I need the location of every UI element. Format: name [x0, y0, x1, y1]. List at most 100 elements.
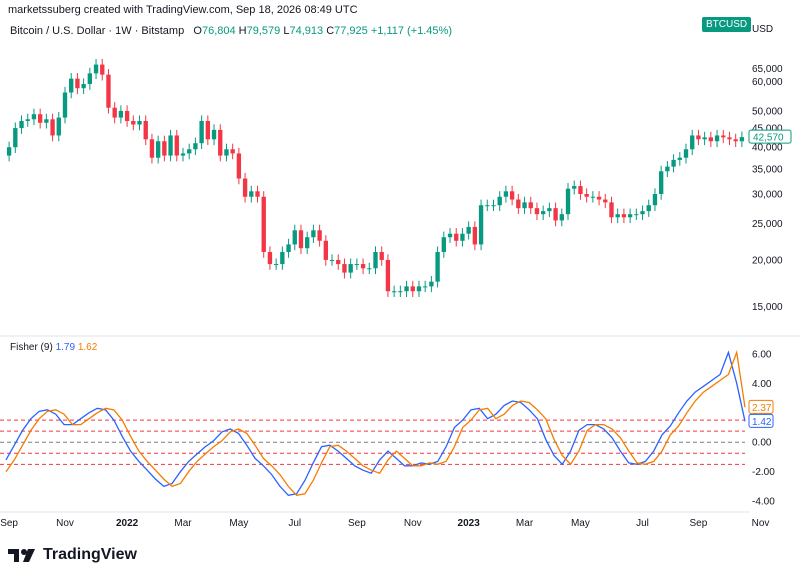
candle [137, 120, 142, 125]
fisher-tick-label: 6.00 [752, 349, 772, 360]
candle [75, 78, 80, 89]
candle [379, 252, 384, 260]
candle [323, 240, 328, 260]
candle [267, 252, 273, 265]
candle [298, 230, 304, 249]
time-tick-label: Sep [690, 518, 708, 529]
candle [342, 264, 347, 273]
candle [193, 143, 198, 150]
candle [596, 196, 602, 200]
time-tick-label: May [229, 518, 248, 529]
fisher-levels [0, 419, 745, 465]
candle [187, 149, 192, 154]
candle [696, 135, 701, 140]
last-price-badge [748, 129, 792, 144]
fisher-value: 1.79 [55, 342, 76, 353]
time-tick-label: 2023 [458, 518, 481, 529]
currency-label[interactable]: USD [752, 24, 774, 35]
time-axis: Sep Nov 2022 Mar May Jul Sep Nov 2023 Mar May Jul Se… [0, 518, 769, 529]
candle [398, 291, 403, 293]
time-tick-label: Jul [288, 518, 301, 529]
candle [255, 191, 260, 197]
candle [603, 199, 608, 203]
time-tick-label: May [571, 518, 590, 529]
candle [435, 252, 440, 282]
candle [124, 110, 130, 121]
tradingview-logo[interactable]: TradingView [8, 546, 137, 564]
candle [714, 135, 720, 142]
candle [261, 196, 266, 253]
trigger-last-badge [748, 399, 774, 414]
candle [572, 186, 577, 189]
candle [230, 149, 235, 154]
candle [702, 137, 707, 140]
candle [646, 205, 651, 212]
candle [385, 259, 391, 292]
candle [733, 139, 738, 142]
candle [44, 119, 49, 123]
candle [155, 141, 161, 158]
candle [329, 259, 335, 261]
candle [727, 137, 732, 140]
symbol-info: Bitcoin / U.S. Dollar · 1W · Bitstamp O7… [10, 25, 452, 37]
high-label: H [238, 25, 247, 37]
time-tick-label: Jul [636, 518, 649, 529]
candle [640, 211, 645, 215]
candle [199, 120, 204, 144]
candle [373, 252, 378, 269]
candle [100, 64, 105, 75]
close-label: C [326, 25, 335, 37]
price-tick-label: 65,000 [752, 64, 783, 75]
tradingview-logo-icon [8, 549, 35, 562]
candle [218, 129, 223, 156]
candle [441, 237, 446, 253]
candle [609, 202, 614, 218]
candle [56, 117, 61, 136]
open-value: 76,804 [201, 25, 236, 37]
close-value: 77,925 [334, 25, 368, 37]
last-price-label: 42,570 [753, 133, 784, 144]
candle [19, 120, 24, 129]
fisher-tick-label: 0.00 [752, 438, 772, 449]
fisher-tick-label: 4.00 [752, 379, 772, 390]
candle [360, 264, 366, 269]
candle [516, 199, 521, 209]
candle [634, 214, 639, 216]
change-value: +1,117 (+1.45%) [370, 25, 452, 37]
candle [423, 286, 428, 288]
candle [509, 191, 515, 200]
candle [131, 120, 136, 125]
candle [143, 120, 148, 140]
candle [565, 188, 571, 215]
candle [615, 214, 620, 218]
time-tick-label: Nov [404, 518, 422, 529]
candle [112, 107, 117, 118]
trigger-line [5, 349, 746, 497]
candle [466, 226, 471, 234]
time-tick-label: Sep [0, 518, 18, 529]
candle [584, 194, 589, 197]
candle [280, 252, 285, 265]
time-tick-label: Sep [348, 518, 366, 529]
candle [472, 226, 478, 245]
trigger-value: 1.62 [77, 342, 98, 353]
candle [354, 264, 360, 266]
candle [404, 286, 409, 292]
price-tick-label: 45,000 [752, 124, 783, 135]
candle [559, 214, 564, 221]
fisher-last-badge [748, 413, 774, 428]
time-tick-label: Nov [56, 518, 74, 529]
candle [311, 230, 316, 238]
candle [174, 135, 179, 156]
high-value: 79,579 [246, 25, 281, 37]
candle [540, 211, 546, 215]
candle [429, 281, 434, 287]
candle [81, 84, 86, 89]
low-value: 74,913 [289, 25, 324, 37]
indicator-legend[interactable]: Fisher (9) 1.79 1.62 [10, 342, 97, 353]
candle [336, 259, 341, 265]
fisher-y-axis: 6.004.002.000.00-2.00-4.002.371.42 [748, 349, 775, 508]
time-tick-label: 2022 [116, 518, 139, 529]
symbol-badge[interactable]: BTCUSD [702, 17, 752, 32]
